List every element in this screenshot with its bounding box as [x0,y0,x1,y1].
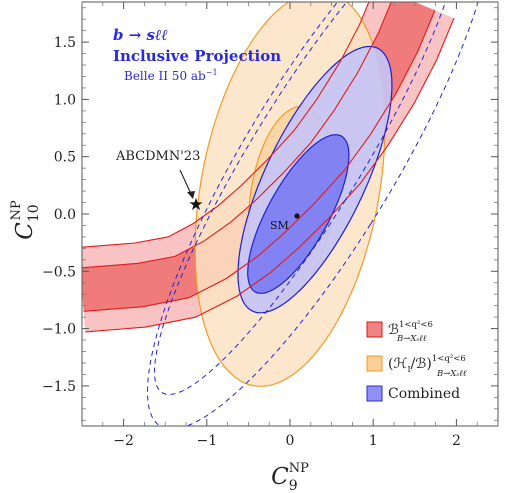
y-tick-label: 1.5 [54,35,76,51]
red-band-edge-1 [82,2,370,248]
y-tick-label: −1.5 [42,379,76,395]
legend-entry-b-ratio: ℬ1<q²<6 B→Xₛℓℓ [366,320,433,344]
plot-area [82,2,479,426]
axis-ticks [81,2,499,426]
legend-label-hi-ratio: (ℋI/ℬ)1<q²<6 [388,354,466,375]
red-band-edge-2 [83,10,436,312]
y-tick-label: 0.5 [54,150,76,166]
legend-entry-combined: Combined [366,385,460,402]
star-label: ABCDMN'23 [115,149,200,164]
x-tick-label: 2 [452,433,461,449]
y-axis-label: C10NP [9,200,42,240]
legend-label-combined: Combined [388,386,460,402]
star-arrowhead [187,191,195,199]
x-axis-label: C9NP [271,461,309,493]
y-tick-label: −0.5 [42,264,76,280]
y-tick-label: −1.0 [42,322,76,338]
legend-swatch-red [366,321,383,338]
x-tick-label: −1 [196,433,217,449]
title-process: b → sℓℓ [113,26,168,44]
star-marker: ★ [188,195,203,215]
x-tick-label: 0 [286,433,295,449]
x-tick-label: 1 [369,433,378,449]
legend-sub-b-ratio: B→Xₛℓℓ [396,334,427,344]
legend-label-b-ratio: ℬ1<q²<6 [388,320,433,338]
legend-sub-hi-ratio: B→Xₛℓℓ [436,369,467,379]
legend-swatch-orange [366,355,383,372]
legend: ℬ1<q²<6 B→Xₛℓℓ (ℋI/ℬ)1<q²<6 B→Xₛℓℓ Combi… [366,320,467,402]
axis-tick-labels: −2 −1 0 1 2 −1.5 −1.0 −0.5 0.0 0.5 1.0 1.5 [42,35,461,449]
sm-label: SM [270,219,289,232]
title-projection: Inclusive Projection [113,47,281,65]
dashed-contour-1 [147,2,479,426]
y-tick-label: 1.0 [54,92,76,108]
red-band-edge-3 [82,2,392,269]
dashed-contour-0 [153,2,446,396]
sm-point [294,213,300,219]
legend-swatch-blue [366,385,383,402]
x-tick-label: −2 [113,433,134,449]
title-experiment: Belle II 50 ab−1 [124,68,218,83]
red-band-edge-0 [85,17,455,333]
legend-entry-hi-ratio: (ℋI/ℬ)1<q²<6 B→Xₛℓℓ [366,354,467,379]
y-tick-label: 0.0 [54,207,76,223]
